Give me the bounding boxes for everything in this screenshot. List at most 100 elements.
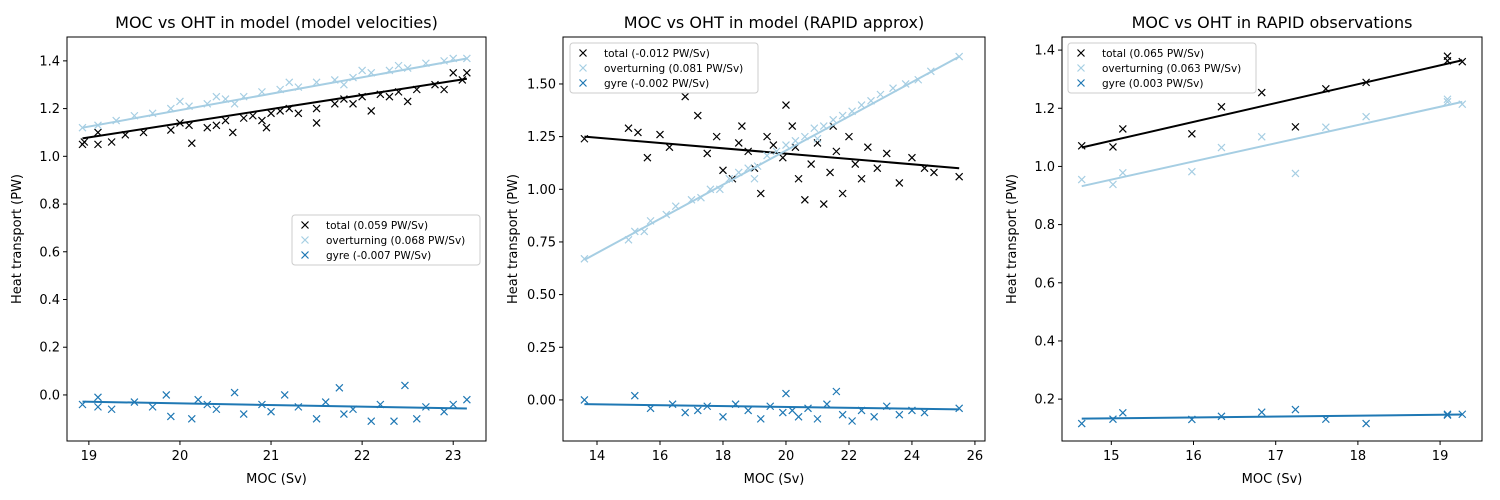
data-point-total — [624, 124, 633, 133]
data-point-gyre — [94, 402, 102, 411]
y-tick-label: 0.00 — [527, 393, 556, 408]
subplot-1: MOC vs OHT in model (model velocities) MO… — [10, 13, 487, 487]
chart-title: MOC vs OHT in model (model velocities) — [115, 13, 438, 32]
y-tick-label: 1.00 — [527, 183, 556, 198]
y-tick-label: 0.2 — [39, 341, 60, 356]
data-point-total — [228, 128, 237, 137]
y-tick-label: 1.4 — [1034, 44, 1055, 59]
data-point-gyre — [1257, 408, 1266, 417]
fit-line-overturning — [1081, 100, 1463, 188]
legend-box — [291, 214, 481, 266]
x-tick-label: 19 — [81, 449, 98, 464]
data-point-total — [1291, 122, 1300, 131]
data-point-total — [1458, 57, 1467, 66]
fit-line-total — [584, 135, 960, 170]
data-point-gyre — [1077, 419, 1086, 428]
data-point-total — [693, 111, 702, 120]
data-point-total — [166, 126, 175, 134]
data-point-gyre — [312, 414, 321, 423]
data-point-total — [778, 153, 787, 162]
data-point-total — [769, 141, 778, 149]
data-point-total — [845, 132, 853, 141]
x-tick-label: 18 — [1350, 449, 1367, 464]
legend: total (-0.012 PW/Sv) overturning (0.081 P… — [569, 42, 759, 94]
x-axis-label: MOC (Sv) — [1242, 472, 1303, 487]
data-point-overturning — [1362, 112, 1371, 121]
data-point-gyre — [339, 410, 348, 418]
x-tick-label: 24 — [904, 449, 921, 464]
data-point-overturning — [339, 80, 348, 89]
x-tick-label: 22 — [841, 449, 858, 464]
data-point-overturning — [813, 134, 822, 143]
data-point-total — [367, 107, 376, 115]
y-tick-label: 1.0 — [39, 150, 60, 165]
data-point-total — [107, 138, 116, 146]
data-point-total — [873, 164, 882, 173]
y-tick-label: 0.2 — [1034, 393, 1055, 408]
legend-box — [569, 42, 759, 94]
data-point-total — [239, 114, 248, 123]
legend-marker-gyre — [1077, 79, 1085, 87]
y-tick-label: 0.4 — [1034, 334, 1055, 349]
data-point-total — [258, 116, 266, 125]
data-point-gyre — [788, 406, 797, 415]
data-point-gyre — [107, 405, 116, 414]
series-total — [78, 68, 471, 149]
data-point-total — [1118, 124, 1127, 133]
data-point-total — [756, 189, 765, 198]
data-point-overturning — [782, 141, 790, 149]
data-point-gyre — [390, 417, 398, 426]
data-point-total — [908, 153, 916, 162]
axes-frame — [562, 36, 986, 442]
data-point-gyre — [401, 381, 409, 390]
legend-marker-gyre — [301, 251, 309, 259]
legend-label-total: total (-0.012 PW/Sv) — [604, 48, 710, 60]
data-point-total — [80, 138, 89, 146]
data-point-total — [788, 122, 797, 131]
data-point-total — [1257, 88, 1266, 97]
data-point-gyre — [782, 389, 790, 398]
data-point-total — [656, 130, 664, 139]
data-point-gyre — [166, 412, 175, 421]
subplot-3: MOC vs OHT in RAPID observations MOC (Sv)… — [1005, 13, 1483, 487]
legend: total (0.059 PW/Sv) overturning (0.068 PW… — [291, 214, 481, 266]
data-point-overturning — [285, 78, 294, 87]
data-point-total — [212, 121, 221, 130]
data-point-total — [800, 195, 809, 204]
y-tick-label: 0.50 — [527, 288, 556, 303]
data-point-gyre — [813, 414, 822, 423]
y-axis-label: Heat transport (PW) — [506, 174, 521, 304]
x-tick-label: 15 — [1103, 449, 1120, 464]
data-point-total — [385, 92, 394, 101]
y-tick-label: 0.75 — [527, 235, 556, 250]
y-tick-label: 0.4 — [39, 293, 60, 308]
data-point-overturning — [1257, 132, 1266, 141]
data-point-total — [882, 149, 891, 158]
data-point-total — [807, 160, 816, 168]
data-point-overturning — [358, 66, 367, 75]
data-point-gyre — [148, 402, 157, 411]
data-point-gyre — [1362, 419, 1371, 428]
y-tick-label: 0.6 — [39, 245, 60, 260]
series-overturning — [1077, 95, 1467, 189]
legend-label-gyre: gyre (-0.002 PW/Sv) — [604, 78, 709, 90]
data-point-total — [1187, 129, 1196, 138]
x-tick-label: 16 — [652, 449, 669, 464]
data-point-total — [294, 109, 303, 118]
data-point-total — [634, 128, 642, 137]
legend-label-overturning: overturning (0.068 PW/Sv) — [326, 235, 465, 247]
x-tick-label: 18 — [715, 449, 732, 464]
data-point-total — [832, 147, 841, 156]
data-point-overturning — [829, 115, 838, 124]
data-point-total — [782, 101, 790, 109]
data-point-gyre — [630, 391, 639, 400]
data-point-total — [449, 68, 458, 77]
data-point-total — [1077, 141, 1086, 150]
data-point-total — [826, 168, 834, 177]
data-point-total — [703, 149, 712, 158]
chart-title: MOC vs OHT in model (RAPID approx) — [624, 13, 924, 32]
data-point-total — [895, 179, 904, 187]
data-point-total — [267, 109, 275, 118]
y-axis-label: Heat transport (PW) — [10, 174, 25, 304]
